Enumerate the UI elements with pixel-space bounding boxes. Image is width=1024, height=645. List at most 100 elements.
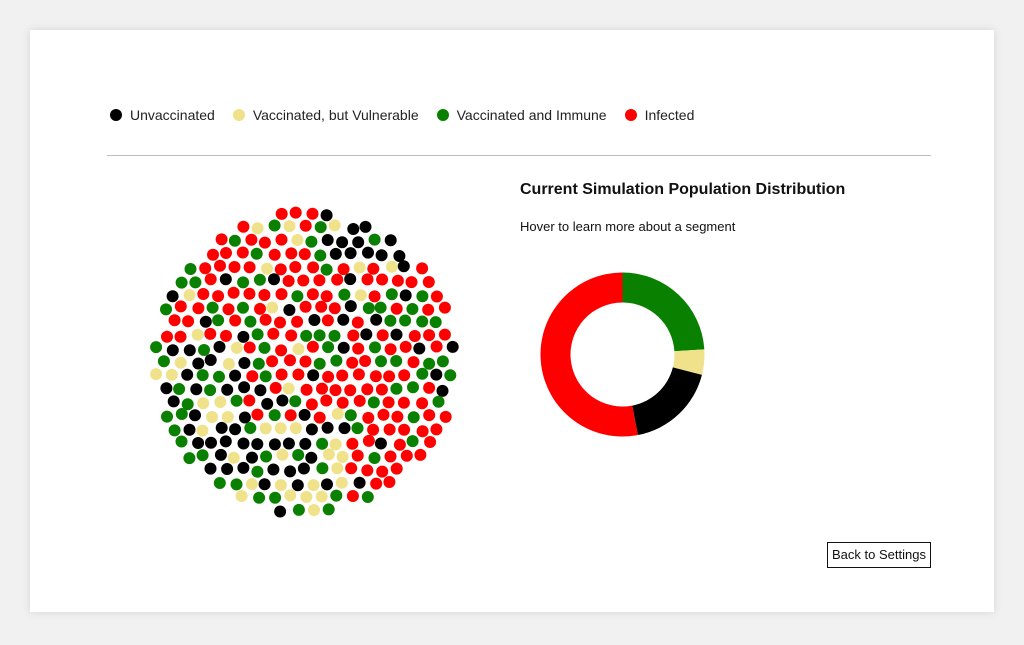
population-bubble[interactable]: [197, 397, 210, 410]
population-bubble[interactable]: [375, 383, 388, 396]
population-bubble[interactable]: [237, 276, 250, 289]
population-bubble[interactable]: [250, 247, 263, 260]
population-bubble[interactable]: [345, 462, 358, 475]
population-bubble[interactable]: [274, 316, 286, 329]
population-bubble[interactable]: [243, 394, 256, 407]
population-bubble[interactable]: [258, 236, 271, 249]
population-bubble[interactable]: [289, 261, 302, 273]
population-bubble[interactable]: [320, 394, 333, 407]
population-bubble[interactable]: [390, 462, 403, 475]
population-bubble[interactable]: [269, 381, 282, 394]
population-bubble[interactable]: [161, 330, 173, 343]
population-bubble[interactable]: [320, 263, 333, 276]
population-bubble[interactable]: [336, 369, 349, 382]
population-bubble[interactable]: [192, 302, 205, 315]
population-bubble[interactable]: [337, 341, 350, 354]
population-bubble[interactable]: [430, 423, 443, 436]
population-bubble[interactable]: [246, 370, 259, 383]
population-bubble[interactable]: [160, 303, 172, 316]
population-bubble[interactable]: [220, 329, 232, 342]
population-bubble[interactable]: [436, 384, 449, 397]
population-bubble[interactable]: [174, 356, 187, 369]
population-bubble[interactable]: [331, 273, 344, 286]
population-bubble[interactable]: [331, 407, 344, 420]
population-bubble[interactable]: [205, 436, 217, 449]
population-bubble[interactable]: [362, 411, 375, 424]
population-bubble[interactable]: [246, 451, 258, 464]
population-bubble[interactable]: [400, 449, 413, 462]
population-bubble[interactable]: [204, 273, 217, 286]
population-bubble[interactable]: [351, 422, 364, 435]
population-bubble[interactable]: [307, 261, 320, 274]
population-bubble[interactable]: [230, 341, 243, 354]
population-bubble[interactable]: [219, 435, 232, 448]
population-bubble[interactable]: [413, 342, 426, 355]
population-bubble[interactable]: [260, 450, 273, 463]
population-bubble[interactable]: [289, 395, 302, 408]
population-bubble[interactable]: [299, 355, 312, 368]
population-bubble[interactable]: [321, 478, 333, 491]
population-bubble[interactable]: [238, 411, 251, 424]
population-bubble[interactable]: [157, 355, 170, 368]
population-bubble[interactable]: [237, 330, 250, 343]
population-bubble[interactable]: [160, 382, 173, 395]
population-bubble[interactable]: [361, 383, 374, 396]
population-bubble[interactable]: [168, 314, 181, 327]
population-bubble[interactable]: [230, 478, 243, 491]
population-bubble[interactable]: [181, 398, 194, 411]
population-bubble[interactable]: [285, 247, 298, 260]
population-bubble[interactable]: [300, 383, 313, 396]
population-bubble[interactable]: [367, 423, 380, 436]
population-bubble[interactable]: [204, 354, 217, 366]
population-bubble[interactable]: [414, 448, 427, 461]
population-bubble[interactable]: [251, 222, 264, 235]
population-bubble[interactable]: [214, 396, 227, 408]
population-bubble[interactable]: [300, 329, 313, 342]
population-bubble[interactable]: [221, 411, 234, 423]
population-bubble[interactable]: [284, 409, 297, 422]
population-bubble[interactable]: [439, 410, 452, 423]
population-bubble[interactable]: [307, 479, 320, 492]
population-bubble[interactable]: [320, 290, 333, 303]
population-bubble[interactable]: [315, 490, 328, 503]
population-bubble[interactable]: [175, 276, 188, 289]
population-bubble[interactable]: [315, 300, 328, 313]
population-bubble[interactable]: [306, 288, 319, 301]
population-bubble[interactable]: [353, 394, 366, 407]
population-bubble[interactable]: [352, 368, 365, 381]
population-bubble[interactable]: [390, 302, 403, 315]
population-bubble[interactable]: [305, 423, 318, 436]
population-bubble[interactable]: [191, 328, 204, 341]
population-bubble[interactable]: [261, 397, 274, 410]
population-bubble[interactable]: [300, 490, 313, 503]
population-bubble[interactable]: [393, 250, 406, 262]
donut-slice-unvaccinated[interactable]: Unvaccinated: [632, 367, 702, 436]
population-bubble[interactable]: [416, 397, 429, 410]
population-bubble[interactable]: [213, 340, 226, 353]
population-bubble[interactable]: [383, 476, 396, 488]
population-bubble-cluster[interactable]: [140, 190, 470, 535]
population-bubble[interactable]: [204, 384, 217, 397]
population-bubble[interactable]: [308, 504, 320, 516]
population-bubble[interactable]: [291, 290, 304, 303]
population-bubble[interactable]: [351, 449, 364, 462]
population-bubble[interactable]: [322, 370, 335, 383]
population-bubble[interactable]: [275, 207, 288, 220]
population-bubble[interactable]: [197, 288, 210, 300]
population-bubble[interactable]: [299, 219, 312, 232]
population-bubble[interactable]: [237, 220, 250, 233]
population-bubble[interactable]: [346, 437, 359, 450]
population-bubble[interactable]: [198, 344, 210, 356]
population-bubble[interactable]: [306, 340, 319, 353]
population-bubble[interactable]: [276, 394, 289, 407]
population-bubble[interactable]: [346, 490, 359, 502]
population-bubble[interactable]: [344, 300, 357, 313]
population-bubble[interactable]: [298, 408, 311, 421]
population-bubble[interactable]: [351, 316, 364, 329]
population-bubble[interactable]: [274, 263, 287, 276]
population-bubble[interactable]: [335, 476, 348, 489]
population-bubble[interactable]: [408, 330, 421, 342]
population-bubble[interactable]: [166, 290, 179, 303]
population-bubble[interactable]: [254, 384, 267, 397]
population-bubble[interactable]: [384, 450, 397, 463]
